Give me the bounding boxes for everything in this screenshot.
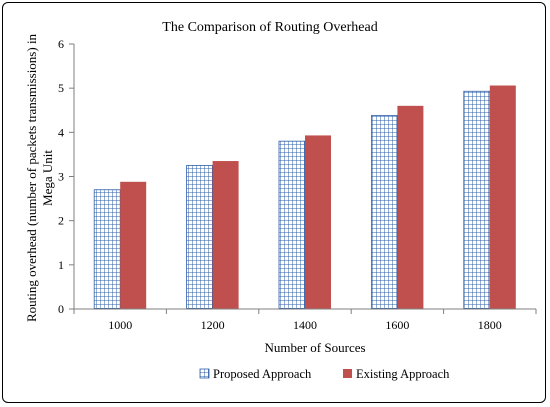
bar-existing-approach [397, 105, 424, 309]
chart-title: The Comparison of Routing Overhead [162, 20, 377, 35]
bar-existing-approach [120, 181, 147, 309]
y-tick-label: 5 [58, 81, 64, 95]
y-tick-label: 6 [58, 37, 64, 51]
bar-proposed-approach [186, 165, 214, 310]
legend-swatch-proposed [199, 368, 210, 379]
bar-existing-approach [212, 161, 239, 309]
y-tick-label: 0 [58, 302, 64, 316]
legend-label-proposed: Proposed Approach [213, 367, 312, 381]
chart-frame [2, 2, 546, 403]
y-axis-label-line1: Routing overhead (number of packets tran… [24, 33, 39, 322]
x-axis-label: Number of Sources [264, 340, 365, 355]
legend: Proposed Approach Existing Approach [199, 367, 450, 381]
y-tick-label: 1 [58, 258, 64, 272]
x-tick-label: 1000 [108, 318, 132, 332]
bars [93, 85, 516, 310]
bar-existing-approach [489, 85, 516, 310]
x-axis-ticks: 1000 1200 1400 1600 1800 [73, 309, 537, 332]
bar-proposed-approach [463, 90, 491, 310]
legend-swatch-existing [343, 369, 352, 378]
x-tick-label: 1600 [385, 318, 409, 332]
y-tick-label: 3 [58, 170, 64, 184]
legend-label-existing: Existing Approach [356, 367, 450, 381]
x-tick-label: 1400 [293, 318, 317, 332]
y-axis-ticks: 0 1 2 3 4 5 6 [58, 37, 74, 316]
y-axis-label-line2: Mega Unit [40, 150, 55, 206]
y-tick-label: 2 [58, 214, 64, 228]
bar-proposed-approach [93, 189, 121, 310]
y-tick-label: 4 [58, 125, 64, 139]
bar-proposed-approach [370, 115, 398, 310]
bar-proposed-approach [278, 140, 306, 310]
bar-existing-approach [305, 135, 331, 309]
x-tick-label: 1800 [478, 318, 502, 332]
x-tick-label: 1200 [201, 318, 225, 332]
y-axis-label: Routing overhead (number of packets tran… [24, 33, 55, 322]
